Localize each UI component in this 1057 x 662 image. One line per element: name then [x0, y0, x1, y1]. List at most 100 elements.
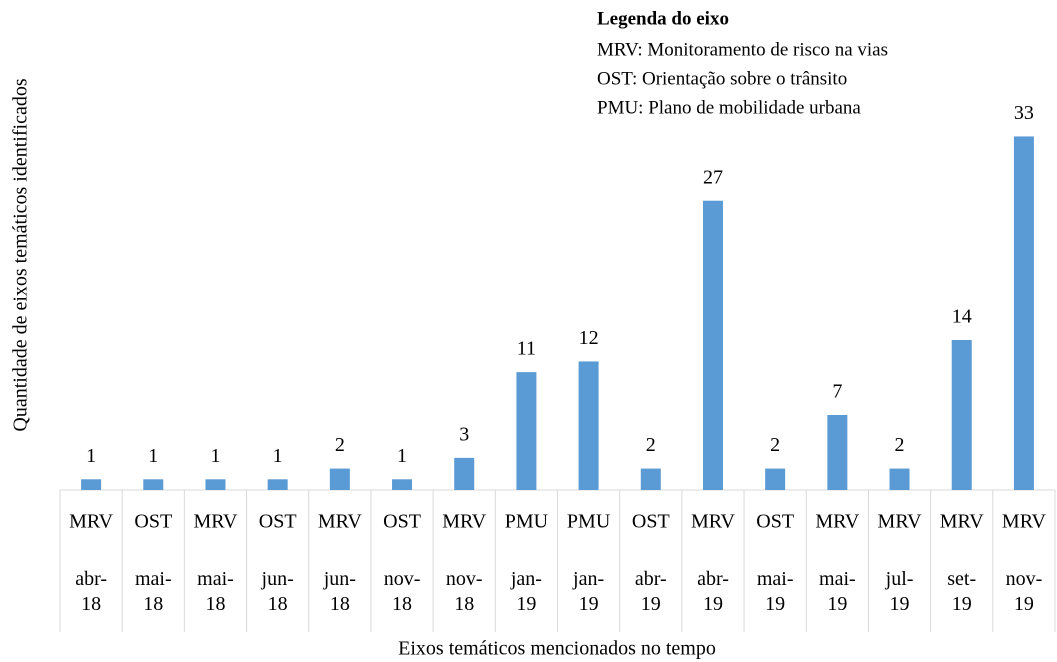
period-label-line: jun-	[323, 568, 356, 590]
period-label-line: abr-	[75, 568, 107, 590]
data-label: 1	[86, 445, 96, 467]
data-label: 14	[952, 306, 972, 328]
period-label-line: nov-	[1006, 568, 1043, 590]
period-label: jun- 18	[323, 568, 356, 615]
data-label: 1	[210, 445, 220, 467]
x-tick-label: PMU	[567, 511, 611, 533]
bar	[205, 479, 226, 490]
x-tick-label: MRV	[69, 511, 114, 533]
period-label-line: set-	[947, 568, 976, 590]
bar	[81, 479, 102, 490]
data-label: 1	[148, 445, 158, 467]
x-tick-label: OST	[756, 511, 794, 533]
bar	[454, 457, 475, 490]
x-tick-label: OST	[383, 511, 421, 533]
y-axis-label: Quantidade de eixos temáticos identifica…	[10, 78, 32, 431]
period-label-line: nov-	[384, 568, 421, 590]
period-label-line: mai-	[197, 568, 234, 590]
period-label-line: 18	[143, 593, 163, 615]
data-label: 27	[703, 166, 723, 188]
period-label-line: 18	[392, 593, 412, 615]
legend-line: MRV: Monitoramento de risco na vias	[597, 39, 888, 60]
x-tick-label: MRV	[940, 511, 985, 533]
bar	[143, 479, 164, 490]
period-label-line: 19	[703, 593, 723, 615]
period-label-line: jul-	[885, 568, 914, 590]
legend-box: Legenda do eixo MRV: Monitoramento de ri…	[597, 8, 888, 118]
period-label: mai- 18	[135, 568, 172, 615]
x-tick-label: MRV	[318, 511, 363, 533]
bar	[889, 468, 910, 490]
bar	[578, 361, 599, 490]
x-tick-label: PMU	[505, 511, 549, 533]
bar	[516, 372, 537, 490]
period-label-line: 18	[268, 593, 288, 615]
period-label-line: mai-	[135, 568, 172, 590]
bar	[702, 200, 723, 490]
period-label-line: 19	[1014, 593, 1034, 615]
data-label: 2	[335, 434, 345, 456]
bar	[1013, 136, 1034, 490]
period-label: jan- 19	[572, 568, 604, 615]
period-label-line: abr-	[635, 568, 667, 590]
x-tick-label: OST	[632, 511, 670, 533]
period-label-line: 18	[454, 593, 474, 615]
period-label: nov- 18	[446, 568, 483, 615]
period-label-line: 18	[81, 593, 101, 615]
x-axis-label: Eixos temáticos mencionados no tempo	[398, 638, 716, 660]
period-label: mai- 18	[197, 568, 234, 615]
data-label: 7	[832, 381, 842, 403]
legend-line: OST: Orientação sobre o trânsito	[597, 68, 847, 89]
period-label: nov- 19	[1006, 568, 1043, 615]
period-label-line: nov-	[446, 568, 483, 590]
period-label: mai- 19	[819, 568, 856, 615]
x-tick-label: MRV	[815, 511, 860, 533]
x-tick-label: MRV	[878, 511, 923, 533]
x-tick-label: MRV	[193, 511, 238, 533]
period-label: abr- 18	[75, 568, 107, 615]
period-label: jun- 18	[261, 568, 294, 615]
data-label: 12	[579, 327, 599, 349]
x-tick-label: MRV	[442, 511, 487, 533]
x-tick-label: OST	[259, 511, 297, 533]
period-label-line: mai-	[757, 568, 794, 590]
period-label-line: jun-	[261, 568, 294, 590]
x-tick-label: MRV	[691, 511, 736, 533]
data-label: 2	[646, 434, 656, 456]
legend-line: PMU: Plano de mobilidade urbana	[597, 97, 861, 118]
period-label: nov- 18	[384, 568, 421, 615]
period-label-line: 19	[641, 593, 661, 615]
legend-title: Legenda do eixo	[597, 8, 729, 29]
period-label-line: jan-	[510, 568, 542, 590]
period-label-line: 18	[330, 593, 350, 615]
data-label: 2	[770, 434, 780, 456]
data-label: 1	[273, 445, 283, 467]
period-label: abr- 19	[635, 568, 667, 615]
period-label-line: mai-	[819, 568, 856, 590]
period-label-line: jan-	[572, 568, 604, 590]
period-label: jul- 19	[885, 568, 914, 615]
bar	[951, 340, 972, 490]
bar	[765, 468, 786, 490]
data-label: 3	[459, 423, 469, 445]
period-label: jan- 19	[510, 568, 542, 615]
period-label-line: 19	[890, 593, 910, 615]
data-label: 2	[895, 434, 905, 456]
data-label: 11	[517, 338, 536, 360]
bar	[329, 468, 350, 490]
bar	[267, 479, 288, 490]
bar	[827, 415, 848, 490]
bar	[392, 479, 413, 490]
bar	[640, 468, 661, 490]
period-label: mai- 19	[757, 568, 794, 615]
period-label: abr- 19	[697, 568, 729, 615]
x-tick-label: MRV	[1002, 511, 1047, 533]
period-label-line: 19	[516, 593, 536, 615]
period-label: set- 19	[947, 568, 976, 615]
period-label-line: 19	[765, 593, 785, 615]
period-label-line: abr-	[697, 568, 729, 590]
period-label-line: 18	[205, 593, 225, 615]
x-tick-label: OST	[134, 511, 172, 533]
period-label-line: 19	[952, 593, 972, 615]
